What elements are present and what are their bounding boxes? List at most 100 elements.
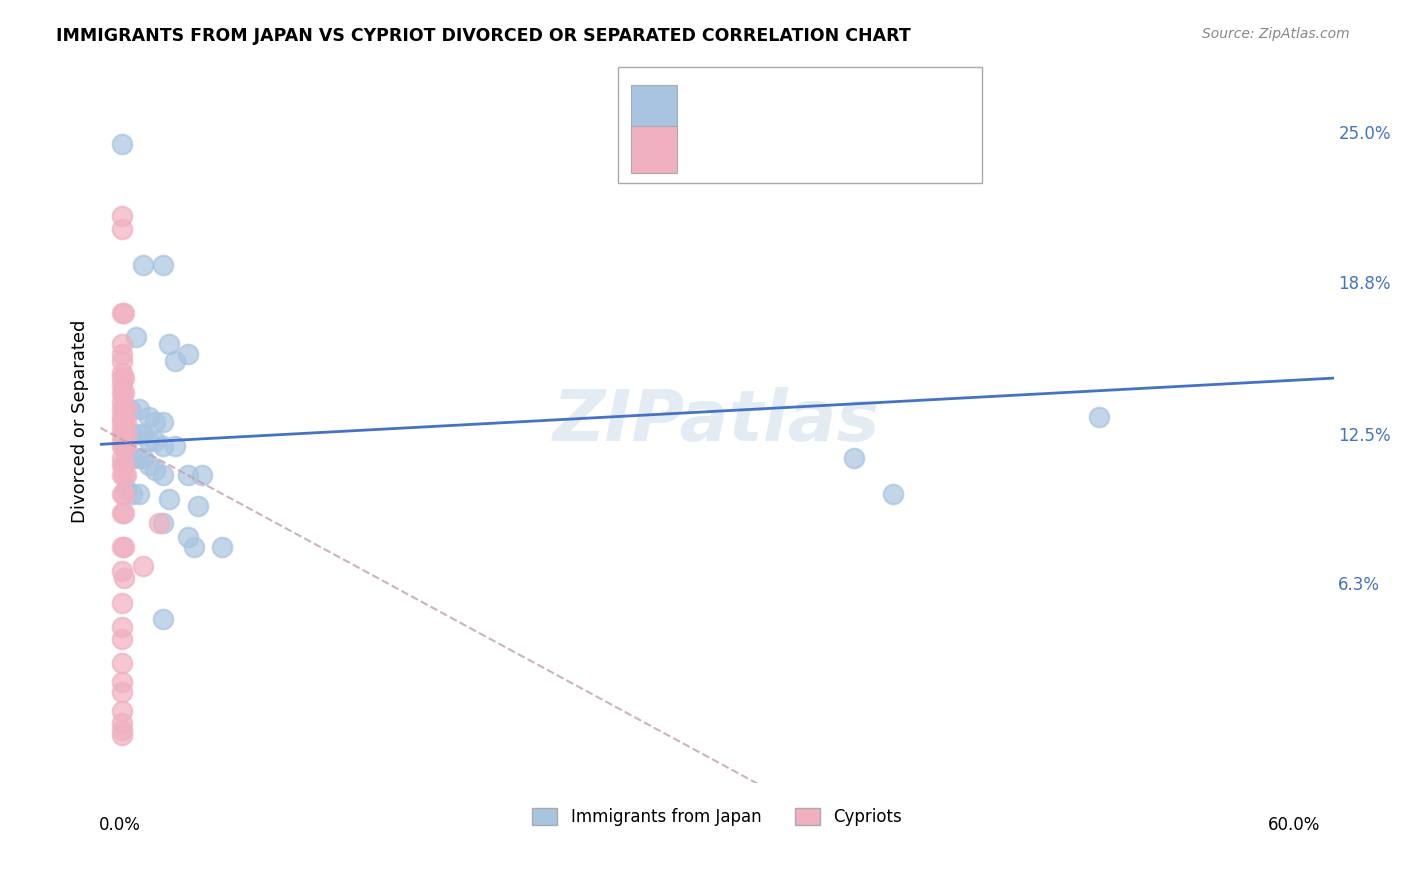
- Y-axis label: Divorced or Separated: Divorced or Separated: [72, 320, 89, 524]
- Point: [111, 366, 134, 380]
- Point: [111, 632, 134, 646]
- Text: R = -0.182   N = 55: R = -0.182 N = 55: [650, 145, 813, 162]
- Point: [111, 487, 134, 501]
- Point: [187, 499, 209, 513]
- Point: [112, 385, 135, 400]
- Point: [842, 450, 865, 465]
- Point: [163, 354, 186, 368]
- Point: [127, 450, 149, 465]
- Legend: Immigrants from Japan, Cypriots: Immigrants from Japan, Cypriots: [526, 802, 908, 833]
- Point: [111, 685, 134, 699]
- Point: [111, 395, 134, 409]
- Point: [112, 426, 135, 441]
- Point: [111, 371, 134, 385]
- Point: [132, 450, 155, 465]
- Point: [111, 221, 134, 235]
- FancyBboxPatch shape: [619, 67, 981, 183]
- Point: [152, 612, 174, 626]
- Point: [111, 337, 134, 351]
- Point: [138, 434, 160, 448]
- Point: [111, 402, 134, 417]
- Point: [157, 491, 180, 506]
- Point: [111, 136, 134, 151]
- Point: [143, 463, 166, 477]
- Point: [111, 716, 134, 731]
- Point: [112, 487, 135, 501]
- Point: [177, 530, 200, 544]
- Point: [112, 571, 135, 585]
- Point: [111, 354, 134, 368]
- Point: [112, 458, 135, 472]
- Point: [112, 371, 135, 385]
- Point: [111, 409, 134, 424]
- Point: [111, 426, 134, 441]
- Point: [111, 439, 134, 453]
- Point: [152, 439, 174, 453]
- Point: [152, 258, 174, 272]
- Text: 60.0%: 60.0%: [1268, 816, 1320, 834]
- Point: [1087, 409, 1109, 424]
- Point: [111, 723, 134, 738]
- Point: [111, 458, 134, 472]
- Point: [128, 487, 150, 501]
- Point: [143, 415, 166, 429]
- Point: [111, 385, 134, 400]
- Text: ZIPatlas: ZIPatlas: [553, 387, 880, 456]
- Point: [121, 450, 143, 465]
- Point: [882, 487, 904, 501]
- Point: [132, 559, 155, 574]
- Text: 0.0%: 0.0%: [98, 816, 141, 834]
- Point: [143, 434, 166, 448]
- Point: [191, 467, 214, 482]
- Point: [111, 506, 134, 520]
- Point: [111, 540, 134, 554]
- Point: [177, 467, 200, 482]
- Point: [111, 656, 134, 670]
- Point: [111, 434, 134, 448]
- Point: [152, 415, 174, 429]
- Point: [148, 516, 170, 530]
- Point: [152, 516, 174, 530]
- Point: [111, 564, 134, 578]
- Point: [114, 402, 136, 417]
- FancyBboxPatch shape: [631, 85, 678, 132]
- Point: [111, 378, 134, 392]
- Point: [112, 306, 135, 320]
- Point: [111, 728, 134, 742]
- Point: [112, 439, 135, 453]
- Point: [112, 415, 135, 429]
- Point: [127, 426, 149, 441]
- Point: [111, 210, 134, 224]
- Point: [111, 415, 134, 429]
- Point: [114, 426, 136, 441]
- Point: [111, 595, 134, 609]
- Point: [121, 426, 143, 441]
- Point: [163, 439, 186, 453]
- Point: [118, 402, 141, 417]
- Point: [112, 402, 135, 417]
- Point: [112, 540, 135, 554]
- Point: [114, 426, 136, 441]
- Point: [112, 506, 135, 520]
- Point: [111, 306, 134, 320]
- Point: [114, 467, 136, 482]
- Point: [128, 402, 150, 417]
- Point: [132, 258, 155, 272]
- Point: [177, 347, 200, 361]
- Point: [111, 675, 134, 690]
- Point: [157, 337, 180, 351]
- Text: IMMIGRANTS FROM JAPAN VS CYPRIOT DIVORCED OR SEPARATED CORRELATION CHART: IMMIGRANTS FROM JAPAN VS CYPRIOT DIVORCE…: [56, 27, 911, 45]
- Point: [138, 458, 160, 472]
- Point: [111, 422, 134, 436]
- Text: Source: ZipAtlas.com: Source: ZipAtlas.com: [1202, 27, 1350, 41]
- Point: [152, 467, 174, 482]
- Point: [112, 467, 135, 482]
- Point: [114, 439, 136, 453]
- Point: [111, 450, 134, 465]
- Point: [211, 540, 233, 554]
- Point: [111, 704, 134, 718]
- Point: [132, 426, 155, 441]
- Point: [114, 482, 136, 496]
- FancyBboxPatch shape: [631, 126, 678, 173]
- Point: [121, 487, 143, 501]
